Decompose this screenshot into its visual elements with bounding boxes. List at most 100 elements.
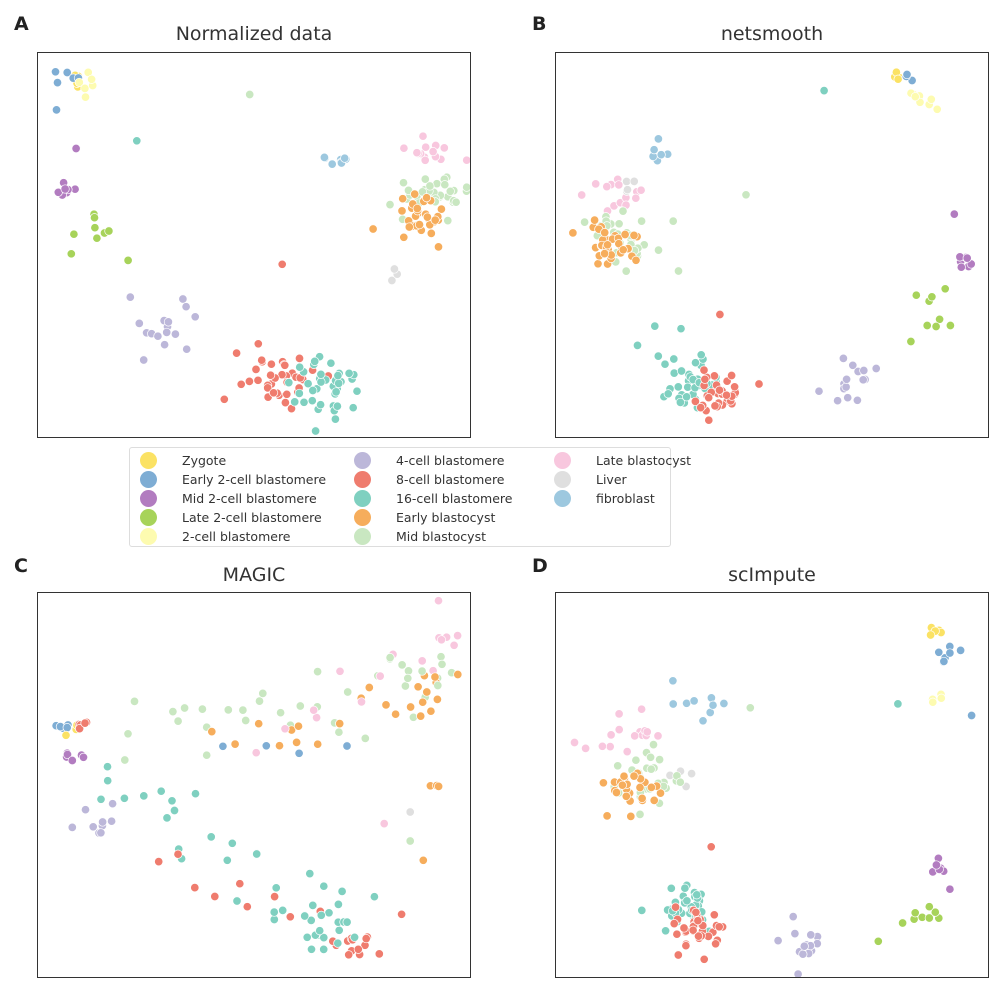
data-point	[668, 216, 678, 226]
data-point	[389, 264, 399, 274]
data-point	[436, 635, 447, 645]
data-point	[277, 259, 287, 269]
data-point	[223, 705, 233, 715]
data-point	[754, 379, 764, 389]
data-point	[436, 204, 446, 214]
legend-label: Late blastocyst	[596, 453, 692, 468]
legend-item: 16-cell blastomere	[354, 490, 554, 507]
data-point	[104, 226, 114, 236]
data-point	[631, 193, 641, 203]
data-point	[405, 807, 415, 817]
data-point	[308, 385, 318, 396]
scatter-plot-B	[568, 67, 976, 425]
data-point	[842, 374, 852, 384]
data-point	[671, 902, 681, 912]
data-point	[385, 200, 395, 210]
legend-item: Early blastocyst	[354, 509, 554, 526]
legend-swatch	[140, 509, 157, 526]
data-point	[619, 771, 629, 781]
data-point	[926, 630, 936, 640]
data-point	[617, 780, 627, 790]
legend-item: Mid 2-cell blastomere	[140, 490, 340, 507]
data-point	[96, 828, 106, 838]
plot-frame-B	[555, 52, 989, 438]
data-point	[631, 755, 641, 765]
data-point	[637, 704, 647, 714]
data-point	[168, 707, 178, 717]
data-point	[139, 355, 149, 365]
legend-label: Early 2-cell blastomere	[182, 472, 327, 487]
data-point	[385, 653, 395, 663]
data-point	[910, 908, 920, 918]
data-point	[962, 253, 972, 263]
data-point	[333, 938, 343, 948]
data-point	[308, 900, 318, 910]
data-point	[182, 344, 192, 354]
data-point	[397, 909, 407, 919]
data-point	[793, 969, 803, 978]
data-point	[693, 916, 703, 926]
data-point	[649, 795, 659, 805]
data-point	[928, 697, 938, 707]
data-point	[163, 317, 173, 327]
legend-swatch	[354, 509, 371, 526]
data-point	[432, 694, 442, 704]
data-point	[434, 781, 444, 791]
data-point	[420, 174, 430, 184]
legend-swatch	[140, 452, 157, 469]
panel-title-B: netsmooth	[720, 23, 824, 45]
data-point	[98, 817, 108, 827]
data-point	[696, 350, 706, 360]
data-point	[269, 388, 279, 398]
data-point	[911, 290, 921, 300]
data-point	[629, 230, 639, 240]
data-point	[934, 647, 944, 657]
data-point	[343, 687, 353, 697]
data-point	[673, 950, 683, 960]
data-point	[682, 896, 692, 906]
data-point	[399, 143, 409, 153]
data-point	[614, 219, 624, 229]
data-point	[799, 941, 809, 951]
data-point	[630, 731, 640, 741]
data-point	[420, 155, 430, 165]
data-point	[936, 693, 946, 703]
data-point	[679, 923, 689, 933]
data-point	[602, 182, 612, 192]
data-point	[956, 645, 966, 655]
data-point	[342, 741, 352, 751]
data-point	[653, 351, 663, 361]
data-point	[910, 92, 920, 102]
legend-swatch	[354, 452, 371, 469]
data-point	[714, 922, 724, 932]
data-point	[374, 949, 384, 959]
data-point	[307, 396, 317, 406]
panel-title-C: MAGIC	[222, 564, 286, 586]
data-point	[120, 755, 130, 765]
data-point	[676, 366, 687, 376]
data-point	[838, 353, 848, 363]
legend-swatch	[354, 528, 371, 545]
data-point	[316, 369, 326, 379]
data-point	[253, 375, 263, 385]
data-point	[306, 944, 317, 954]
data-point	[303, 379, 313, 389]
data-point	[621, 266, 631, 276]
data-point	[650, 321, 660, 331]
data-point	[89, 213, 100, 223]
data-point	[254, 696, 265, 706]
data-point	[719, 698, 729, 709]
data-point	[173, 716, 183, 726]
data-point	[294, 353, 305, 363]
data-point	[814, 386, 824, 396]
data-point	[653, 134, 663, 144]
data-point	[51, 105, 62, 115]
legend-swatch	[140, 528, 157, 545]
data-point	[69, 229, 79, 239]
data-point	[129, 696, 140, 706]
data-point	[119, 793, 129, 803]
data-point	[80, 92, 91, 102]
data-point	[156, 786, 166, 796]
legend-item: Late 2-cell blastomere	[140, 509, 340, 526]
data-point	[819, 86, 829, 96]
